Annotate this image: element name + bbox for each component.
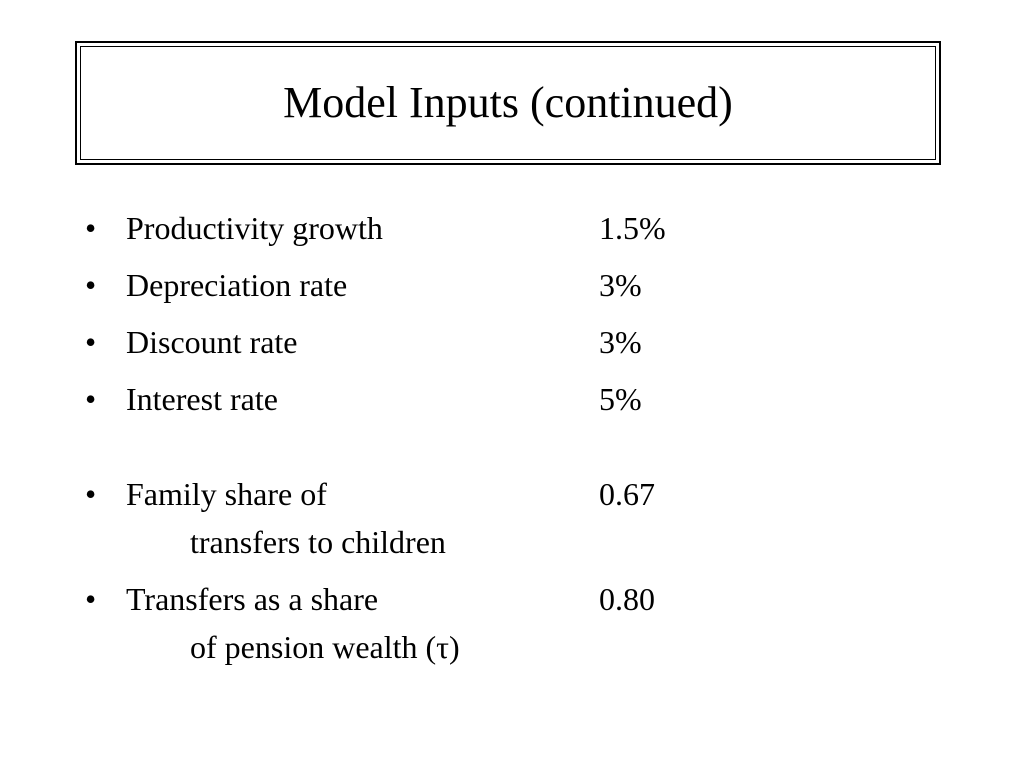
bullet-label: Depreciation rate: [126, 267, 348, 303]
bullet-item-discount-rate: • Discount rate 3%: [0, 322, 1024, 362]
bullet-icon: •: [85, 210, 97, 246]
bullet-label: Family share of: [126, 476, 327, 512]
bullet-value: 0.67: [599, 476, 655, 512]
bullet-label: Interest rate: [126, 381, 278, 417]
bullet-value: 0.80: [599, 581, 655, 617]
title-frame-inner: Model Inputs (continued): [80, 46, 936, 160]
bullet-item-depreciation-rate: • Depreciation rate 3%: [0, 265, 1024, 305]
bullet-icon: •: [85, 381, 97, 417]
bullet-label: Discount rate: [126, 324, 298, 360]
bullet-label: Transfers as a share: [126, 581, 379, 617]
bullet-icon: •: [85, 324, 97, 360]
bullet-icon: •: [85, 476, 97, 512]
bullet-item-productivity-growth: • Productivity growth 1.5%: [0, 208, 1024, 248]
title-frame: Model Inputs (continued): [75, 41, 941, 165]
slide-title: Model Inputs (continued): [283, 78, 733, 127]
bullet-icon: •: [85, 581, 97, 617]
bullet-label-continuation: of pension wealth (τ): [190, 629, 460, 665]
bullet-label: Productivity growth: [126, 210, 383, 246]
bullet-item-transfers-share: • Transfers as a share 0.80 of pension w…: [0, 579, 1024, 665]
bullet-item-family-share: • Family share of 0.67 transfers to chil…: [0, 474, 1024, 560]
bullet-value: 5%: [599, 381, 642, 417]
bullet-icon: •: [85, 267, 97, 303]
bullet-value: 3%: [599, 267, 642, 303]
bullet-item-interest-rate: • Interest rate 5%: [0, 379, 1024, 419]
bullet-label-continuation: transfers to children: [190, 524, 446, 560]
bullet-value: 3%: [599, 324, 642, 360]
bullet-value: 1.5%: [599, 210, 666, 246]
